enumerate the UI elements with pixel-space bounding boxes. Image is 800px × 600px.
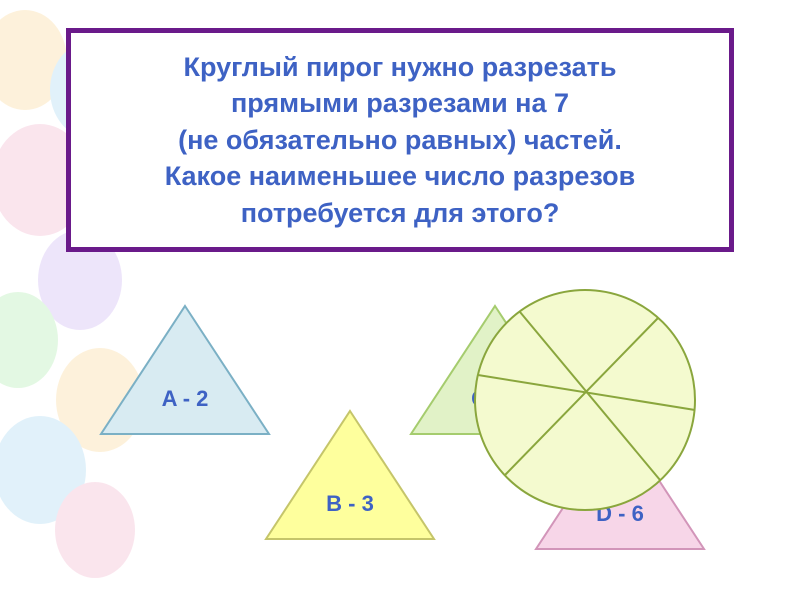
answer-option-A[interactable]: A - 2 — [95, 300, 275, 440]
question-box: Круглый пирог нужно разрезать прямыми ра… — [66, 28, 734, 252]
triangle-icon — [95, 300, 275, 440]
question-line-2: (не обязательно равных) частей. — [178, 125, 622, 155]
question-line-1: прямыми разрезами на 7 — [231, 88, 569, 118]
answer-label-A: A - 2 — [95, 386, 275, 412]
question-line-4: потребуется для этого? — [241, 198, 560, 228]
balloon-decor-item — [55, 482, 135, 578]
question-line-3: Какое наименьшее число разрезов — [165, 161, 636, 191]
answer-label-B: B - 3 — [260, 491, 440, 517]
question-line-0: Круглый пирог нужно разрезать — [184, 52, 617, 82]
pie-circle — [475, 290, 695, 510]
pie-diagram — [471, 286, 699, 514]
